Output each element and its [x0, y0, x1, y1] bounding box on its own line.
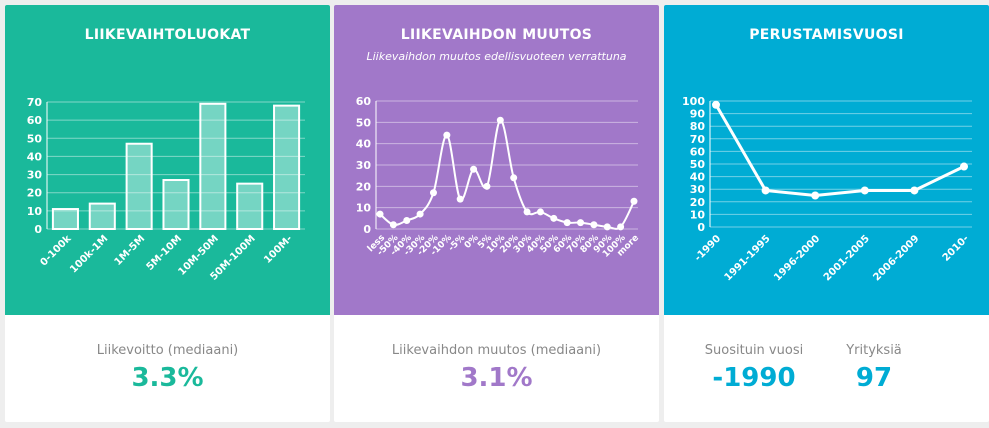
x-tick-label: 2010- [941, 233, 971, 263]
data-point [563, 219, 571, 227]
y-tick-label: 0 [363, 223, 371, 236]
y-tick-label: 70 [690, 133, 706, 146]
card-title: LIIKEVAIHTOLUOKAT [84, 27, 251, 43]
y-tick-label: 30 [356, 159, 372, 172]
data-point [761, 186, 770, 195]
data-point [811, 191, 820, 200]
stat-label: Liikevoitto (mediaani) [96, 343, 239, 358]
data-point [590, 221, 598, 229]
card-subtitle: Liikevaihdon muutos edellisvuoteen verra… [366, 50, 627, 63]
y-tick-label: 70 [27, 96, 43, 109]
data-point [483, 182, 491, 190]
y-tick-label: 10 [356, 202, 372, 215]
stat-value-companies: 97 [855, 363, 893, 393]
data-point [510, 174, 518, 182]
data-point [617, 223, 625, 231]
y-tick-label: 20 [27, 187, 43, 200]
data-point [960, 162, 968, 171]
data-point [456, 195, 464, 203]
y-tick-label: 50 [356, 116, 372, 129]
y-tick-label: 10 [27, 205, 43, 218]
data-point [429, 189, 437, 197]
bar [162, 179, 190, 230]
y-tick-label: 90 [690, 108, 706, 121]
data-point [416, 210, 424, 218]
x-tick-label: 1M-5M [113, 233, 148, 268]
card-perustamisvuosi: PERUSTAMISVUOSI 0 10 20 30 40 50 60 70 80 90 100 -1… [664, 5, 989, 422]
y-tick-label: 10 [690, 208, 706, 221]
line-chart: 0102030405060less-50%-40%-30%-20%-10%-5%… [356, 95, 641, 260]
y-tick-label: 40 [27, 150, 43, 163]
stat-value: 3.3% [131, 363, 204, 393]
y-tick-label: 40 [690, 171, 706, 184]
card-liikevaihdon-muutos: LIIKEVAIHDON MUUTOS Liikevaihdon muutos … [334, 5, 659, 422]
data-point [389, 221, 397, 229]
data-point [496, 116, 504, 124]
x-tick-label: 1996-2000 [772, 233, 822, 283]
card-header-panel: PERUSTAMISVUOSI 0 10 20 30 40 50 60 70 80 90 100 -1… [664, 5, 989, 315]
y-tick-label: 60 [27, 114, 43, 127]
data-point [403, 216, 411, 224]
x-tick-label: 2006-2009 [871, 233, 921, 283]
data-point [536, 208, 544, 216]
stat-value: 3.1% [460, 363, 533, 393]
x-tick-label: 1991-1995 [723, 233, 773, 283]
data-point [523, 208, 531, 216]
card-title: PERUSTAMISVUOSI [749, 27, 904, 43]
bar [236, 182, 264, 230]
y-tick-label: 30 [690, 183, 706, 196]
card-liikevaihtoluokat: LIIKEVAIHTOLUOKAT 0 10 20 30 40 50 60 70 0-100k 1… [5, 5, 330, 422]
bar [51, 208, 79, 231]
x-tick-label: 100k-1M [68, 233, 110, 275]
stat-label-popular-year: Suosituin vuosi [704, 343, 804, 358]
x-tick-label: 0-100k [38, 233, 73, 268]
y-tick-label: 50 [690, 158, 706, 171]
y-tick-label: 40 [356, 138, 372, 151]
data-point [376, 210, 384, 218]
bar [125, 142, 153, 231]
y-tick-label: 60 [356, 95, 372, 108]
series-line [714, 104, 965, 198]
y-tick-label: 30 [27, 169, 43, 182]
data-point [910, 186, 919, 195]
data-point [470, 165, 478, 173]
stat-label: Liikevaihdon muutos (mediaani) [391, 343, 602, 358]
x-tick-label: 2001-2005 [822, 233, 872, 283]
y-tick-label: 80 [690, 120, 706, 133]
x-tick-label: 100M- [262, 233, 295, 266]
data-point [577, 219, 585, 227]
data-point [712, 100, 720, 109]
y-tick-label: 0 [697, 221, 705, 234]
y-tick-label: 0 [34, 223, 42, 236]
data-point [860, 186, 869, 195]
card-header-panel: LIIKEVAIHDON MUUTOS Liikevaihdon muutos … [334, 5, 659, 315]
data-point [630, 197, 638, 205]
card-title: LIIKEVAIHDON MUUTOS [400, 27, 593, 43]
bar [88, 202, 116, 231]
x-tick-label: -1990 [693, 233, 723, 263]
data-point [603, 223, 611, 231]
stat-label-companies: Yrityksiä [846, 343, 902, 358]
data-point [550, 214, 558, 222]
stat-value-popular-year: -1990 [712, 363, 796, 393]
y-tick-label: 60 [690, 145, 706, 158]
bar [273, 104, 301, 230]
y-tick-label: 100 [682, 95, 705, 108]
y-tick-label: 20 [356, 180, 372, 193]
data-point [443, 131, 451, 139]
y-tick-label: 20 [690, 196, 706, 209]
card-header-panel: LIIKEVAIHTOLUOKAT 0 10 20 30 40 50 60 70 0-100k 1… [5, 5, 330, 315]
bar [199, 102, 227, 230]
y-tick-label: 50 [27, 132, 43, 145]
